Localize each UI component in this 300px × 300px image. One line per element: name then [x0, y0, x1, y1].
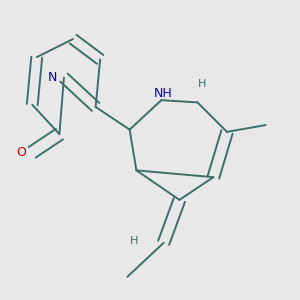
Text: H: H — [130, 236, 138, 246]
Text: H: H — [198, 79, 206, 89]
Text: N: N — [48, 71, 57, 84]
Text: O: O — [16, 146, 26, 159]
Text: NH: NH — [154, 87, 173, 100]
